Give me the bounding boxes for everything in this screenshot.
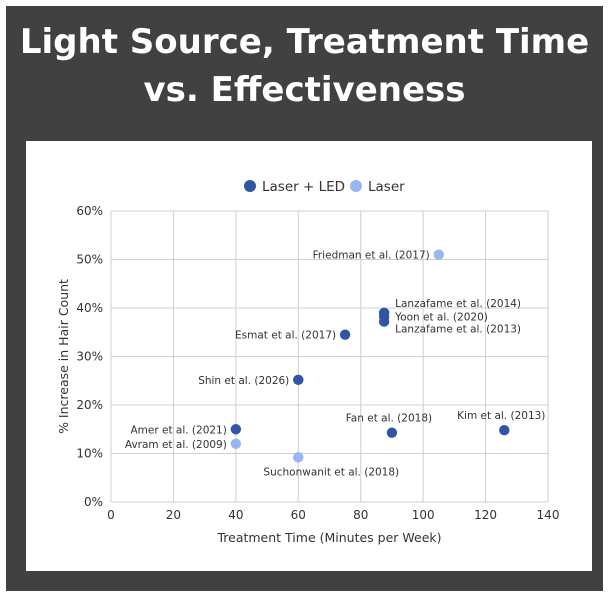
data-point	[386, 427, 398, 438]
data-point	[433, 249, 444, 260]
data-point	[339, 329, 351, 340]
x-tick-label: 100	[412, 508, 435, 522]
x-tick-label: 120	[474, 508, 497, 522]
x-tick-label: 20	[166, 508, 181, 522]
data-point	[499, 425, 510, 436]
x-axis-title: Treatment Time (Minutes per Week)	[216, 530, 441, 545]
y-axis-title: % Increase in Hair Count	[56, 279, 71, 434]
y-tick-label: 20%	[76, 398, 103, 412]
data-point-label: Suchonwanit et al. (2018)	[263, 466, 399, 478]
legend-label: Laser + LED	[262, 179, 345, 195]
y-tick-label: 40%	[76, 301, 103, 315]
y-tick-label: 50%	[76, 253, 103, 267]
x-tick-label: 0	[107, 508, 115, 522]
legend-marker	[244, 180, 256, 192]
y-tick-label: 30%	[76, 350, 103, 364]
legend-marker	[350, 180, 362, 192]
y-tick-label: 0%	[84, 495, 103, 509]
x-tick-label: 60	[291, 508, 306, 522]
title-line-1: Light Source, Treatment Time	[19, 22, 590, 62]
chart-panel: 0 20 40 60 80 100 120 140 0% 10% 20% 30% 40% 50% 60% Tr…	[26, 141, 592, 571]
title-line-2: vs. Effectiveness	[143, 70, 466, 110]
data-point-label: Shin et al. (2026)	[198, 375, 289, 387]
data-point	[230, 424, 242, 435]
data-point	[293, 374, 304, 385]
y-tick-label: 60%	[76, 204, 103, 218]
data-point-label: Friedman et al. (2017)	[313, 250, 430, 262]
data-point-label: Kim et al. (2013)	[457, 410, 545, 422]
y-tick-label: 10%	[76, 447, 103, 461]
data-point-label: Esmat et al. (2017)	[235, 330, 336, 342]
x-tick-label: 140	[537, 508, 560, 522]
chart-frame: Light Source, Treatment Time vs. Effecti…	[6, 6, 603, 591]
data-point-label: Lanzafame et al. (2013)	[395, 324, 521, 336]
x-tick-label: 80	[353, 508, 368, 522]
data-point-label: Avram et al. (2009)	[125, 439, 227, 451]
data-point-label: Lanzafame et al. (2014)	[395, 298, 521, 310]
scatter-chart: 0 20 40 60 80 100 120 140 0% 10% 20% 30% 40% 50% 60% Tr…	[56, 179, 560, 545]
chart-title: Light Source, Treatment Time vs. Effecti…	[6, 18, 603, 114]
data-point-label: Yoon et al. (2020)	[394, 312, 488, 324]
data-point	[293, 452, 304, 463]
data-point-label: Fan et al. (2018)	[346, 413, 432, 425]
x-tick-label: 40	[228, 508, 243, 522]
data-point-label: Amer et al. (2021)	[130, 424, 226, 436]
data-point	[378, 316, 390, 327]
data-point	[230, 438, 242, 449]
legend-label: Laser	[368, 179, 405, 195]
